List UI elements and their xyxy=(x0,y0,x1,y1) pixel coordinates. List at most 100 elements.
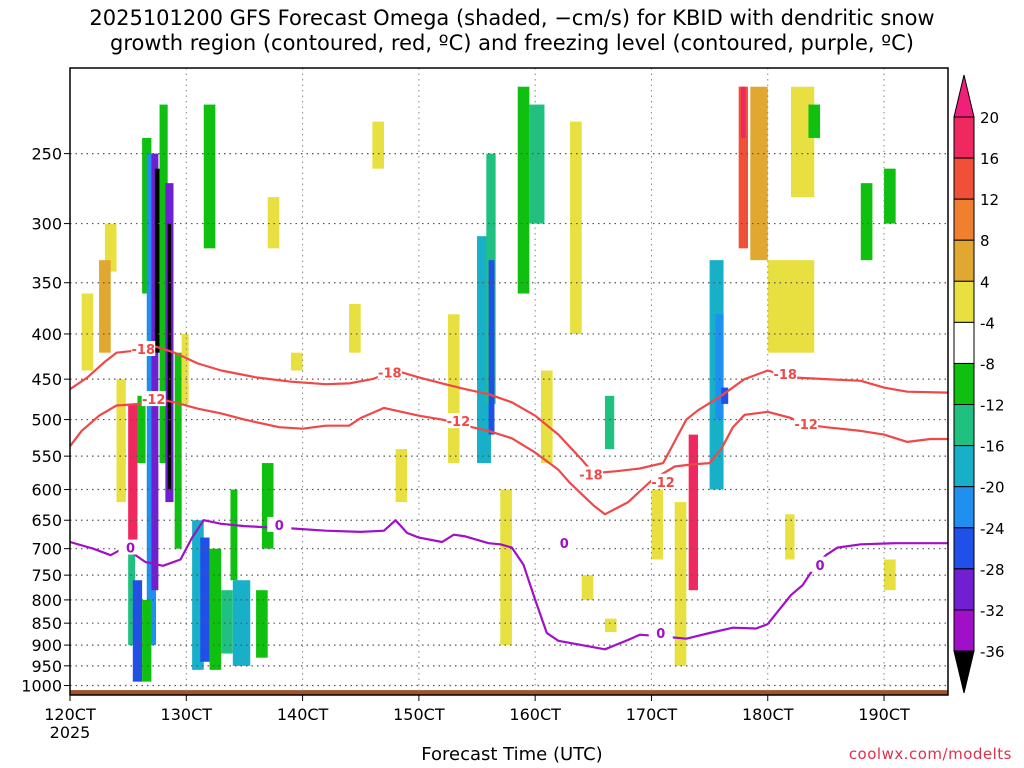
colorbar-segment xyxy=(953,321,975,364)
colorbar-segment xyxy=(953,198,975,241)
colorbar-label: -28 xyxy=(980,561,1005,579)
omega-cell xyxy=(581,575,594,600)
omega-cell xyxy=(128,403,138,544)
omega-cell xyxy=(741,86,746,138)
colorbar-segment xyxy=(953,362,975,406)
omega-cell xyxy=(181,333,189,404)
omega-cell xyxy=(540,370,553,464)
omega-cell xyxy=(137,395,146,464)
omega-cell xyxy=(142,599,152,682)
omega-cell xyxy=(267,197,280,249)
contour-label-bg xyxy=(578,466,603,482)
y-tick-label: 550 xyxy=(31,447,62,466)
omega-cell xyxy=(159,104,168,464)
colorbar-label: 4 xyxy=(980,273,990,291)
contour-label-bg xyxy=(651,473,676,489)
omega-cell xyxy=(151,153,159,591)
x-tick-label: 190CT xyxy=(858,705,910,724)
x-tick-label: 150CT xyxy=(393,705,445,724)
omega-cell xyxy=(791,86,815,198)
colorbar-label: -16 xyxy=(980,438,1005,456)
colorbar-label: 20 xyxy=(980,109,999,127)
omega-cell xyxy=(674,502,687,666)
omega-cell xyxy=(651,489,664,560)
omega-cell xyxy=(128,548,136,646)
omega-cell xyxy=(738,86,748,249)
omega-cell xyxy=(221,590,233,654)
colorbar-top-arrow xyxy=(953,74,975,118)
credit-link[interactable]: coolwx.com/modelts xyxy=(848,745,1012,763)
colorbar-segment xyxy=(953,445,975,488)
y-tick-label: 500 xyxy=(31,411,62,430)
colorbar-segment xyxy=(953,527,975,570)
omega-cell xyxy=(860,183,873,261)
colorbar-label: -12 xyxy=(980,397,1005,415)
contour-label: -12 xyxy=(142,393,166,408)
x-tick-sublabel: 2025 xyxy=(50,723,91,742)
colorbar-label: -36 xyxy=(980,643,1005,661)
chart-title-line2: growth region (contoured, red, ºC) and f… xyxy=(110,31,914,55)
colorbar-segment xyxy=(953,609,975,652)
omega-cell xyxy=(808,104,821,138)
contour-label: -12 xyxy=(794,418,818,433)
colorbar-segment xyxy=(953,486,975,529)
omega-cell xyxy=(132,580,143,682)
colorbar-segment xyxy=(953,239,975,282)
contour-label-bg xyxy=(141,391,166,407)
contour-line xyxy=(69,344,949,475)
chart-title-line1: 2025101200 GFS Forecast Omega (shaded, −… xyxy=(89,6,935,30)
contour-label: 0 xyxy=(816,559,825,574)
omega-cell xyxy=(116,379,126,503)
contour-label-bg xyxy=(808,556,833,572)
contour-label: 0 xyxy=(560,537,569,552)
x-tick-label: 180CT xyxy=(742,705,794,724)
omega-cell xyxy=(500,489,512,646)
contour-label: -18 xyxy=(132,343,156,358)
omega-cell xyxy=(604,618,617,633)
omega-cell xyxy=(192,520,204,670)
omega-cell xyxy=(721,387,729,404)
omega-cell xyxy=(81,293,94,371)
omega-cell xyxy=(104,223,117,272)
contour-label: -12 xyxy=(651,476,675,491)
y-tick-label: 750 xyxy=(31,566,62,585)
omega-cell xyxy=(154,168,160,353)
omega-cell xyxy=(688,434,698,591)
x-tick-label: 130CT xyxy=(161,705,213,724)
omega-cell xyxy=(785,514,795,560)
y-tick-label: 450 xyxy=(31,370,62,389)
omega-cell xyxy=(203,104,216,249)
contour-label: -18 xyxy=(579,469,603,484)
omega-cell xyxy=(529,104,545,224)
omega-cell xyxy=(99,260,111,353)
y-tick-label: 600 xyxy=(31,481,62,500)
colorbar-label: -32 xyxy=(980,602,1005,620)
omega-cell xyxy=(604,395,615,450)
colorbar-label: 8 xyxy=(980,232,990,250)
contour-label: -18 xyxy=(378,366,402,381)
omega-cell xyxy=(174,352,182,549)
contour-label-bg xyxy=(773,365,798,381)
colorbar-segment xyxy=(953,157,975,200)
omega-cell xyxy=(395,449,408,503)
contour-label-bg xyxy=(377,364,402,380)
colorbar-label: -24 xyxy=(980,520,1005,538)
omega-cell xyxy=(372,121,384,169)
colorbar-label: -8 xyxy=(980,355,995,373)
y-tick-label: 300 xyxy=(31,215,62,234)
contour-label: 0 xyxy=(656,627,665,642)
omega-cell xyxy=(884,168,896,224)
y-tick-label: 800 xyxy=(31,591,62,610)
x-tick-label: 140CT xyxy=(277,705,329,724)
contour-label: 0 xyxy=(126,542,135,557)
omega-cell xyxy=(209,548,222,670)
omega-cell xyxy=(290,352,303,371)
x-tick-label: 170CT xyxy=(626,705,678,724)
colorbar-segment xyxy=(953,404,975,447)
omega-cell xyxy=(261,463,274,549)
contour-label-bg xyxy=(552,535,577,551)
contour-label-bg xyxy=(118,539,143,555)
